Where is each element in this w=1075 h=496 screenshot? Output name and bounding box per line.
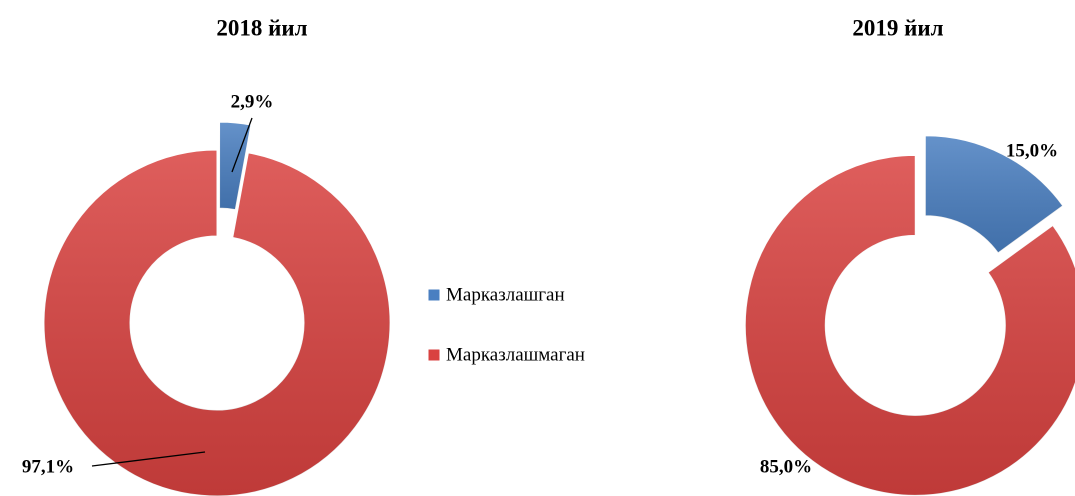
value-label: 85,0% [760,456,812,477]
chart-title: 2019 йил [852,15,943,40]
leader-line [91,451,206,467]
chart-title: 2018 йил [216,15,307,40]
legend-swatch [427,348,441,362]
value-label: 2,9% [231,91,274,112]
segment-shade [925,135,1063,253]
slice [43,149,391,496]
slice [924,135,1064,254]
segment-shade [745,155,1075,496]
slice [744,154,1075,496]
leader-line [231,117,253,173]
value-label: 15,0% [1006,140,1058,161]
segment-shade [44,149,391,496]
legend-label: Марказлашган [446,284,565,305]
legend-label: Марказлашмаган [446,344,585,365]
value-label: 97,1% [22,456,74,477]
legend-swatch [427,288,441,302]
